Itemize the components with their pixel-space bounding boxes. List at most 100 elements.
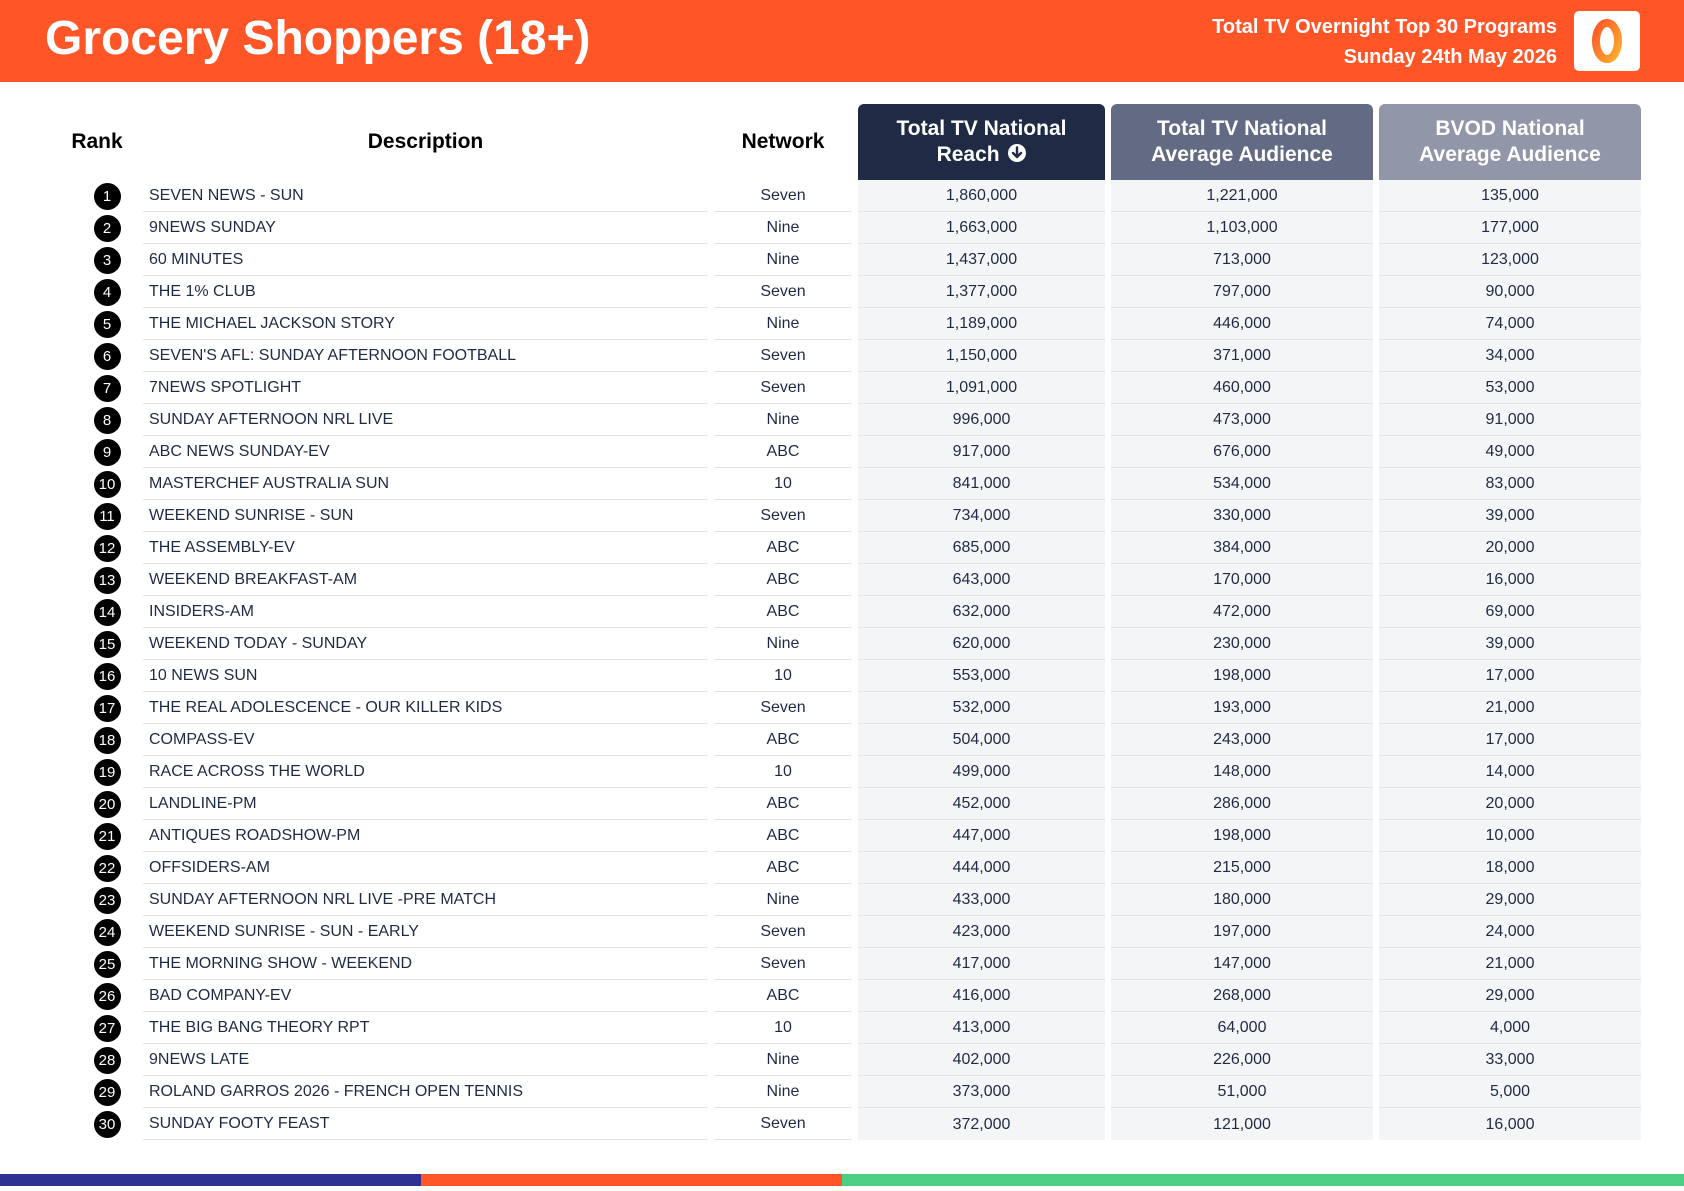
table-row[interactable]: 14 INSIDERS-AM ABC 632,000 472,000 69,000 bbox=[57, 596, 1641, 628]
table-row[interactable]: 13 WEEKEND BREAKFAST-AM ABC 643,000 170,000 1… bbox=[57, 564, 1641, 596]
column-header-network[interactable]: Network bbox=[741, 130, 825, 153]
program-description: ABC NEWS SUNDAY-EV bbox=[143, 436, 708, 468]
table-row[interactable]: 17 THE REAL ADOLESCENCE - OUR KILLER KIDS… bbox=[57, 692, 1641, 724]
sort-descending-icon[interactable] bbox=[1008, 144, 1027, 162]
bvod-value: 17,000 bbox=[1379, 724, 1641, 756]
reach-value: 620,000 bbox=[858, 628, 1105, 660]
rank-cell: 17 bbox=[57, 692, 137, 724]
bvod-value: 39,000 bbox=[1379, 628, 1641, 660]
table-row[interactable]: 30 SUNDAY FOOTY FEAST Seven 372,000 121,000 1… bbox=[57, 1108, 1641, 1140]
reach-value: 452,000 bbox=[858, 788, 1105, 820]
table-row[interactable]: 20 LANDLINE-PM ABC 452,000 286,000 20,000 bbox=[57, 788, 1641, 820]
column-header-reach[interactable]: Total TV National Reach bbox=[858, 104, 1105, 180]
average-audience-value: 371,000 bbox=[1111, 340, 1373, 372]
reach-value: 632,000 bbox=[858, 596, 1105, 628]
reach-value: 423,000 bbox=[858, 916, 1105, 948]
bvod-value: 14,000 bbox=[1379, 756, 1641, 788]
average-audience-value: 51,000 bbox=[1111, 1076, 1373, 1108]
footer-bar-orange bbox=[421, 1174, 842, 1186]
table-row[interactable]: 5 THE MICHAEL JACKSON STORY Nine 1,189,000 4… bbox=[57, 308, 1641, 340]
program-description: BAD COMPANY-EV bbox=[143, 980, 708, 1012]
reach-header-line1: Total TV National bbox=[896, 117, 1067, 140]
bvod-value: 16,000 bbox=[1379, 564, 1641, 596]
rank-badge: 3 bbox=[93, 246, 121, 274]
program-description: WEEKEND SUNRISE - SUN bbox=[143, 500, 708, 532]
program-description: WEEKEND SUNRISE - SUN - EARLY bbox=[143, 916, 708, 948]
table-row[interactable]: 27 THE BIG BANG THEORY RPT 10 413,000 64,000… bbox=[57, 1012, 1641, 1044]
rank-badge: 24 bbox=[93, 918, 121, 946]
table-row[interactable]: 1 SEVEN NEWS - SUN Seven 1,860,000 1,221,000… bbox=[57, 180, 1641, 212]
rank-badge: 8 bbox=[93, 406, 121, 434]
program-description: WEEKEND BREAKFAST-AM bbox=[143, 564, 708, 596]
average-audience-value: 64,000 bbox=[1111, 1012, 1373, 1044]
table-row[interactable]: 19 RACE ACROSS THE WORLD 10 499,000 148,000 1… bbox=[57, 756, 1641, 788]
column-header-description[interactable]: Description bbox=[367, 130, 484, 153]
page-title: Grocery Shoppers (18+) bbox=[45, 12, 591, 65]
network-cell: Seven bbox=[714, 372, 852, 404]
rank-badge: 15 bbox=[93, 630, 121, 658]
report-subtitle: Total TV Overnight Top 30 Programs Sunda… bbox=[1212, 12, 1557, 72]
column-header-bvod[interactable]: BVOD National Average Audience bbox=[1379, 104, 1641, 180]
average-audience-value: 197,000 bbox=[1111, 916, 1373, 948]
table-row[interactable]: 8 SUNDAY AFTERNOON NRL LIVE Nine 996,000 473… bbox=[57, 404, 1641, 436]
table-row[interactable]: 4 THE 1% CLUB Seven 1,377,000 797,000 90,000 bbox=[57, 276, 1641, 308]
table-row[interactable]: 6 SEVEN'S AFL: SUNDAY AFTERNOON FOOTBALL S… bbox=[57, 340, 1641, 372]
table-row[interactable]: 28 9NEWS LATE Nine 402,000 226,000 33,000 bbox=[57, 1044, 1641, 1076]
average-audience-value: 121,000 bbox=[1111, 1108, 1373, 1140]
table-row[interactable]: 10 MASTERCHEF AUSTRALIA SUN 10 841,000 534,0… bbox=[57, 468, 1641, 500]
average-audience-value: 198,000 bbox=[1111, 660, 1373, 692]
bvod-value: 177,000 bbox=[1379, 212, 1641, 244]
reach-value: 504,000 bbox=[858, 724, 1105, 756]
program-description: ANTIQUES ROADSHOW-PM bbox=[143, 820, 708, 852]
bvod-value: 53,000 bbox=[1379, 372, 1641, 404]
network-cell: 10 bbox=[714, 660, 852, 692]
program-description: 60 MINUTES bbox=[143, 244, 708, 276]
bvod-value: 16,000 bbox=[1379, 1108, 1641, 1140]
rank-badge: 16 bbox=[93, 662, 121, 690]
table-row[interactable]: 29 ROLAND GARROS 2026 - FRENCH OPEN TENNI… bbox=[57, 1076, 1641, 1108]
header-bar: Grocery Shoppers (18+) Total TV Overnigh… bbox=[0, 0, 1684, 82]
table-row[interactable]: 22 OFFSIDERS-AM ABC 444,000 215,000 18,000 bbox=[57, 852, 1641, 884]
network-cell: Seven bbox=[714, 916, 852, 948]
table-row[interactable]: 11 WEEKEND SUNRISE - SUN Seven 734,000 330,0… bbox=[57, 500, 1641, 532]
average-audience-value: 193,000 bbox=[1111, 692, 1373, 724]
rank-badge: 21 bbox=[93, 822, 121, 850]
table-row[interactable]: 2 9NEWS SUNDAY Nine 1,663,000 1,103,000 177,0… bbox=[57, 212, 1641, 244]
rank-badge: 18 bbox=[93, 726, 121, 754]
avg-header-line1: Total TV National bbox=[1157, 117, 1327, 140]
rank-cell: 12 bbox=[57, 532, 137, 564]
column-header-average-audience[interactable]: Total TV National Average Audience bbox=[1111, 104, 1373, 180]
reach-value: 643,000 bbox=[858, 564, 1105, 596]
table-row[interactable]: 3 60 MINUTES Nine 1,437,000 713,000 123,000 bbox=[57, 244, 1641, 276]
table-row[interactable]: 21 ANTIQUES ROADSHOW-PM ABC 447,000 198,000 1… bbox=[57, 820, 1641, 852]
average-audience-value: 797,000 bbox=[1111, 276, 1373, 308]
table-row[interactable]: 24 WEEKEND SUNRISE - SUN - EARLY Seven 423,… bbox=[57, 916, 1641, 948]
oztam-logo-icon bbox=[1574, 11, 1640, 71]
rank-cell: 22 bbox=[57, 852, 137, 884]
bvod-value: 29,000 bbox=[1379, 980, 1641, 1012]
column-header-rank[interactable]: Rank bbox=[71, 130, 123, 153]
bvod-value: 34,000 bbox=[1379, 340, 1641, 372]
program-description: RACE ACROSS THE WORLD bbox=[143, 756, 708, 788]
table-row[interactable]: 18 COMPASS-EV ABC 504,000 243,000 17,000 bbox=[57, 724, 1641, 756]
table-row[interactable]: 23 SUNDAY AFTERNOON NRL LIVE -PRE MATCH Ni… bbox=[57, 884, 1641, 916]
reach-value: 372,000 bbox=[858, 1108, 1105, 1140]
table-row[interactable]: 26 BAD COMPANY-EV ABC 416,000 268,000 29,000 bbox=[57, 980, 1641, 1012]
network-cell: 10 bbox=[714, 468, 852, 500]
average-audience-value: 384,000 bbox=[1111, 532, 1373, 564]
avg-header-line2: Average Audience bbox=[1151, 143, 1333, 166]
average-audience-value: 243,000 bbox=[1111, 724, 1373, 756]
table-row[interactable]: 9 ABC NEWS SUNDAY-EV ABC 917,000 676,000 49,0… bbox=[57, 436, 1641, 468]
rank-badge: 27 bbox=[93, 1014, 121, 1042]
table-row[interactable]: 12 THE ASSEMBLY-EV ABC 685,000 384,000 20,000 bbox=[57, 532, 1641, 564]
rank-cell: 26 bbox=[57, 980, 137, 1012]
average-audience-value: 676,000 bbox=[1111, 436, 1373, 468]
rank-cell: 19 bbox=[57, 756, 137, 788]
table-row[interactable]: 16 10 NEWS SUN 10 553,000 198,000 17,000 bbox=[57, 660, 1641, 692]
table-row[interactable]: 7 7NEWS SPOTLIGHT Seven 1,091,000 460,000 53,… bbox=[57, 372, 1641, 404]
rank-cell: 10 bbox=[57, 468, 137, 500]
table-row[interactable]: 15 WEEKEND TODAY - SUNDAY Nine 620,000 230,0… bbox=[57, 628, 1641, 660]
program-description: WEEKEND TODAY - SUNDAY bbox=[143, 628, 708, 660]
table-row[interactable]: 25 THE MORNING SHOW - WEEKEND Seven 417,000… bbox=[57, 948, 1641, 980]
program-description: THE BIG BANG THEORY RPT bbox=[143, 1012, 708, 1044]
